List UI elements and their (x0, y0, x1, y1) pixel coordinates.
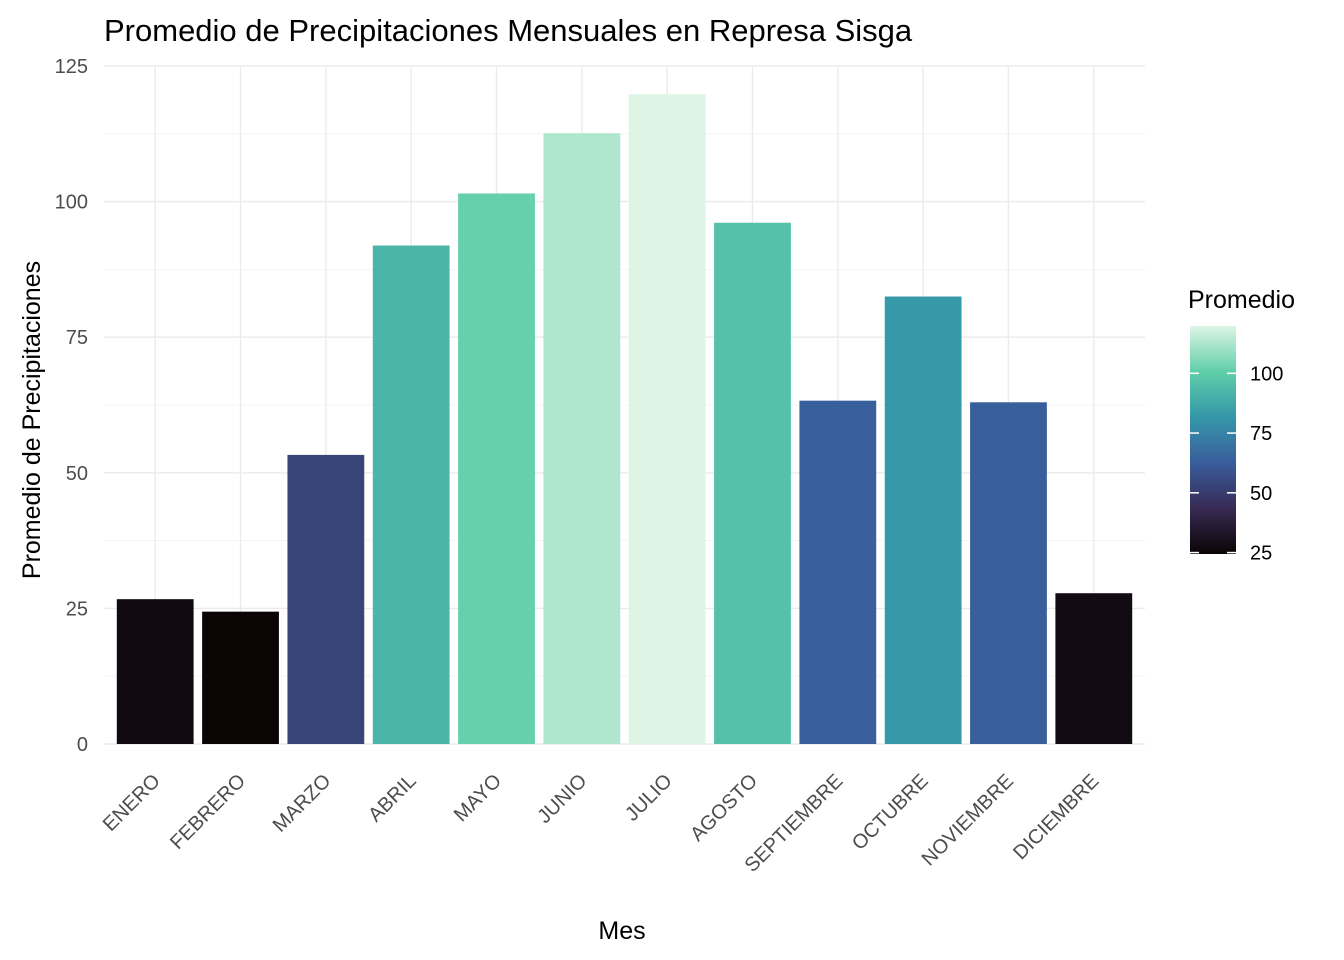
y-tick-label: 0 (77, 734, 88, 756)
bar-febrero (202, 611, 279, 744)
legend-title: Promedio (1188, 286, 1295, 314)
bar-octubre (884, 296, 962, 744)
x-tick-label: AGOSTO (686, 770, 762, 846)
bar-mayo (458, 193, 535, 745)
legend: Promedio 25 50 75 100 (1188, 286, 1295, 565)
x-tick-label: MAYO (450, 770, 506, 826)
x-tick-label: JUNIO (533, 770, 591, 828)
x-axis-title: Mes (598, 917, 645, 945)
legend-tick-label: 100 (1250, 363, 1283, 385)
y-tick-label: 50 (66, 463, 88, 485)
y-tick-label: 75 (66, 327, 88, 349)
legend-tick-label: 25 (1250, 543, 1272, 565)
legend-colorbar (1190, 326, 1236, 554)
x-tick-label: ABRIL (364, 770, 420, 826)
x-tick-label: MARZO (269, 770, 336, 837)
x-axis-ticks: ENERO FEBRERO MARZO ABRIL MAYO JUNIO JULIO AGOS… (99, 770, 1103, 877)
bar-enero (116, 599, 194, 744)
y-tick-label: 100 (55, 192, 88, 214)
legend-tick-label: 50 (1250, 483, 1272, 505)
x-tick-label: OCTUBRE (848, 770, 933, 855)
bar-julio (628, 94, 706, 744)
chart-title: Promedio de Precipitaciones Mensuales en… (104, 13, 913, 48)
y-axis-title: Promedio de Precipitaciones (18, 261, 46, 579)
bar-abril (372, 245, 450, 744)
bar-junio (543, 133, 621, 745)
x-tick-label: FEBRERO (166, 770, 250, 854)
y-tick-label: 125 (55, 56, 88, 78)
bar-agosto (714, 222, 791, 744)
legend-tick-label: 75 (1250, 423, 1272, 445)
x-tick-label: ENERO (99, 770, 165, 836)
bar-diciembre (1055, 593, 1133, 744)
y-tick-label: 25 (66, 598, 88, 620)
x-tick-label: DICIEMBRE (1009, 770, 1103, 864)
x-tick-label: JULIO (621, 770, 677, 826)
x-tick-label: NOVIEMBRE (918, 770, 1018, 870)
bar-marzo (287, 454, 365, 744)
bar-noviembre (970, 402, 1047, 744)
bars (116, 94, 1133, 745)
bar-septiembre (799, 400, 877, 744)
legend-ticks: 25 50 75 100 (1190, 363, 1283, 565)
y-axis-ticks: 0 25 50 75 100 125 (55, 56, 88, 756)
